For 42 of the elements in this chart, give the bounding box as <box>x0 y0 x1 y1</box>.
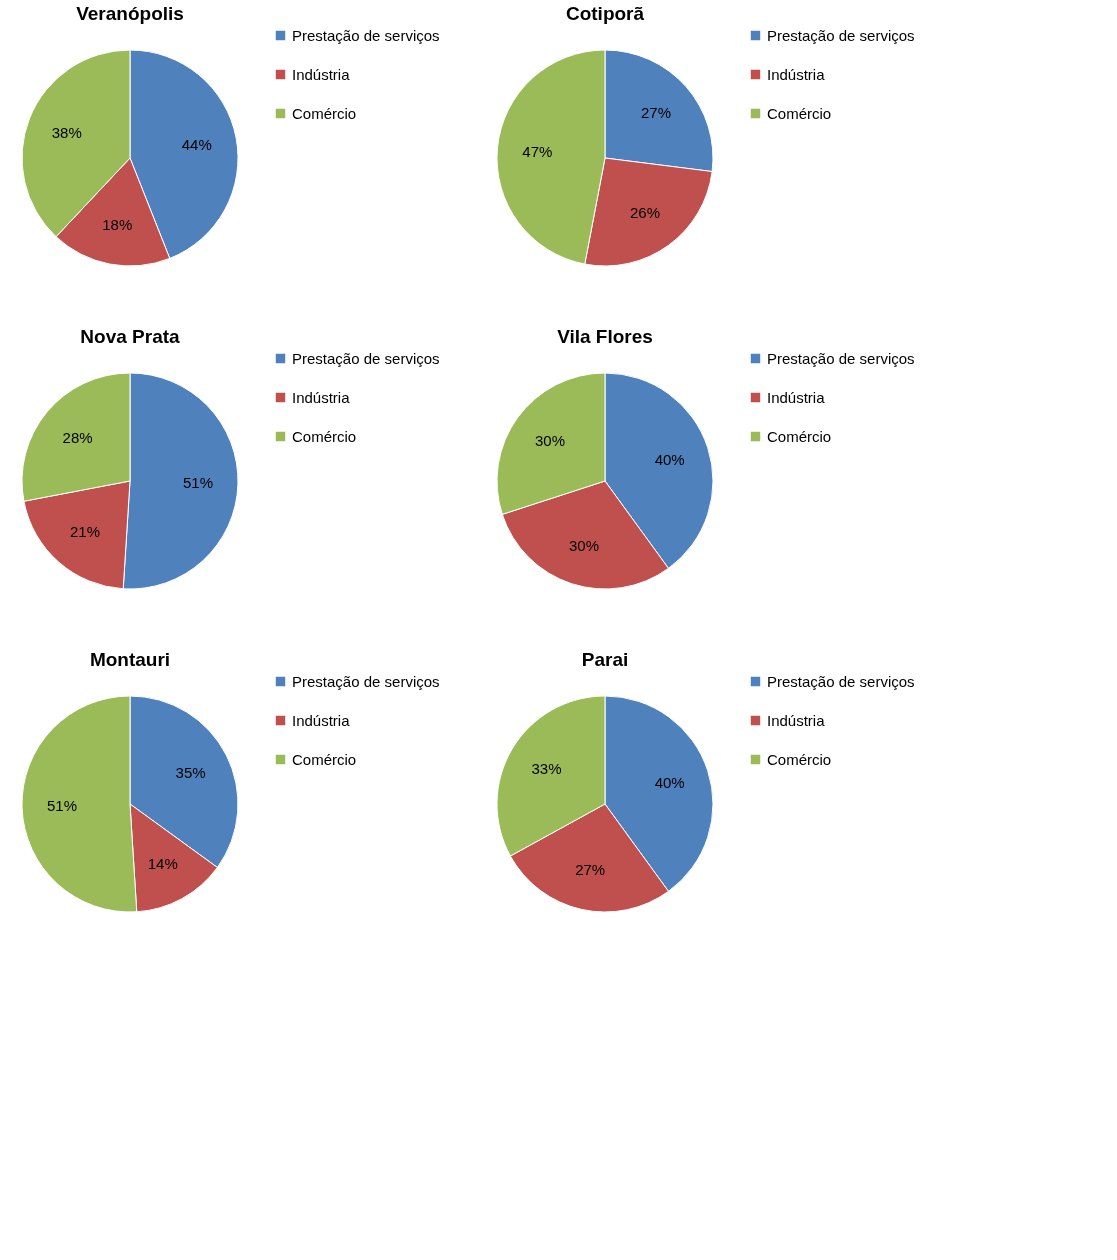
chart-title: Parai <box>581 649 629 670</box>
data-label: 14% <box>147 854 178 872</box>
data-label: 33% <box>531 760 562 778</box>
legend-label: Comércio <box>767 750 832 768</box>
data-label: 51% <box>182 474 213 492</box>
chart-title: Montauri <box>89 649 171 670</box>
legend-label: Comércio <box>292 427 357 445</box>
data-label: 30% <box>568 536 599 554</box>
data-label: 35% <box>175 764 206 782</box>
legend-label: Comércio <box>292 104 357 122</box>
legend-label: Indústria <box>292 65 351 83</box>
legend-label: Prestação de serviços <box>767 26 915 44</box>
legend-label: Comércio <box>292 750 357 768</box>
data-label: 40% <box>654 450 685 468</box>
chart-title: Cotiporã <box>565 3 645 24</box>
legend-label: Prestação de serviços <box>767 349 915 367</box>
legend-label: Indústria <box>767 711 826 729</box>
legend-label: Indústria <box>292 388 351 406</box>
data-label: 38% <box>51 123 82 141</box>
chart-title: Veranópolis <box>76 3 184 24</box>
legend-label: Indústria <box>767 65 826 83</box>
legend-label: Prestação de serviços <box>292 672 440 690</box>
data-label: 28% <box>62 428 93 446</box>
legend-label: Indústria <box>292 711 351 729</box>
legend-label: Prestação de serviços <box>292 26 440 44</box>
chart-title: Nova Prata <box>80 326 181 347</box>
data-label: 44% <box>181 136 212 154</box>
legend-label: Prestação de serviços <box>767 672 915 690</box>
legend-label: Prestação de serviços <box>292 349 440 367</box>
data-label: 51% <box>47 797 78 815</box>
data-label: 18% <box>102 215 133 233</box>
chart-title: Vila Flores <box>557 326 653 347</box>
legend-label: Comércio <box>767 427 832 445</box>
data-label: 27% <box>575 861 606 879</box>
data-label: 27% <box>640 104 672 122</box>
data-label: 47% <box>522 142 553 160</box>
legend-label: Comércio <box>767 104 832 122</box>
legend-label: Indústria <box>767 388 826 406</box>
data-label: 21% <box>70 523 101 541</box>
data-label: 40% <box>654 773 685 791</box>
data-label: 26% <box>629 204 660 222</box>
data-label: 30% <box>534 432 565 450</box>
